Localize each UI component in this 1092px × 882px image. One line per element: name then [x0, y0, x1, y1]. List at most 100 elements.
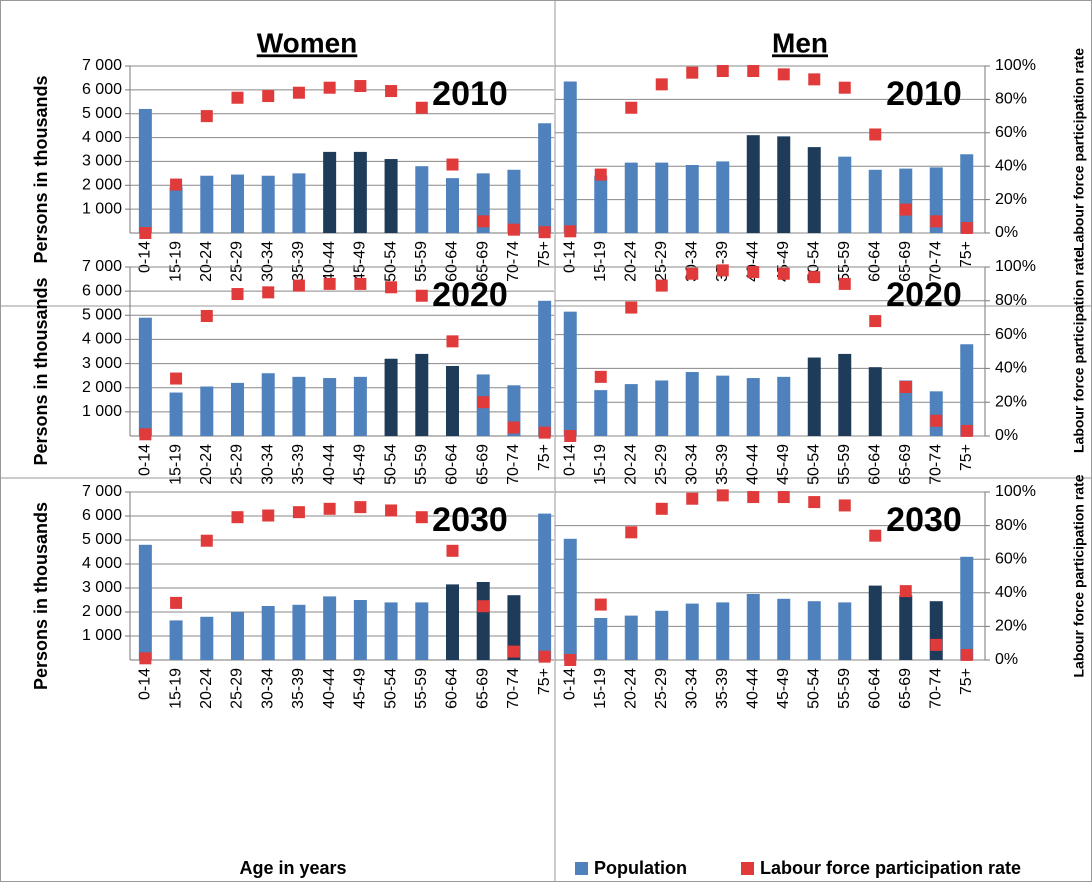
- x-tick-label: 20-24: [622, 241, 639, 282]
- y2-tick-label: 80%: [995, 292, 1027, 309]
- x-tick-label: 25-29: [229, 444, 246, 485]
- y-tick-label: 1 000: [82, 627, 122, 644]
- rate-marker: [899, 380, 912, 393]
- rate-marker: [538, 226, 551, 239]
- x-tick-label: 30-34: [259, 668, 276, 709]
- bar: [685, 603, 699, 660]
- bar: [960, 344, 974, 436]
- bar: [960, 556, 974, 660]
- bar: [538, 513, 552, 660]
- bar: [624, 384, 638, 436]
- x-axis-label: Age in years: [239, 858, 346, 878]
- rate-marker: [538, 426, 551, 439]
- bar: [169, 392, 183, 436]
- rate-marker: [686, 492, 699, 505]
- y2-tick-label: 80%: [995, 91, 1027, 108]
- x-tick-label: 50-54: [805, 668, 822, 709]
- rate-marker: [838, 277, 851, 290]
- panel-title: Women: [257, 27, 358, 58]
- bar: [231, 382, 244, 436]
- rate-marker: [960, 648, 973, 661]
- y-axis-label: Persons in thousands: [31, 277, 51, 465]
- bar: [838, 353, 852, 436]
- x-tick-label: 75+: [958, 444, 975, 471]
- x-tick-label: 60-64: [866, 668, 883, 709]
- y-tick-label: 7 000: [82, 258, 122, 275]
- rate-marker: [960, 221, 973, 234]
- rate-marker: [747, 266, 760, 279]
- rate-marker: [507, 421, 520, 434]
- x-tick-label: 65-69: [897, 241, 914, 282]
- rate-marker: [716, 264, 729, 277]
- bar: [507, 169, 521, 233]
- x-tick-label: 50-54: [382, 241, 399, 282]
- x-tick-label: 20-24: [198, 668, 215, 709]
- bar: [868, 367, 882, 436]
- y2-tick-label: 20%: [995, 191, 1027, 208]
- rate-marker: [170, 372, 183, 385]
- y2-axis-label: Labour force participation rate: [1071, 474, 1087, 677]
- rate-marker: [446, 544, 459, 557]
- bar: [655, 162, 669, 233]
- y2-tick-label: 100%: [995, 258, 1036, 275]
- bar: [292, 604, 306, 660]
- rate-marker: [385, 281, 398, 294]
- x-tick-label: 60-64: [444, 444, 461, 485]
- x-tick-label: 40-44: [321, 668, 338, 709]
- x-tick-label: 0-14: [561, 241, 578, 273]
- rate-marker: [507, 223, 520, 236]
- x-tick-label: 75+: [536, 241, 553, 268]
- x-tick-label: 15-19: [167, 668, 184, 709]
- bar: [200, 175, 214, 233]
- rate-marker: [385, 504, 398, 517]
- x-tick-label: 60-64: [866, 444, 883, 485]
- bar: [446, 178, 459, 233]
- x-tick-label: 20-24: [622, 444, 639, 485]
- rate-marker: [716, 489, 729, 502]
- y-tick-label: 2 000: [82, 379, 122, 396]
- bar: [384, 358, 398, 436]
- x-tick-label: 20-24: [198, 241, 215, 282]
- bar: [838, 156, 852, 233]
- rate-marker: [869, 529, 882, 542]
- x-tick-label: 40-44: [321, 444, 338, 485]
- legend-label: Population: [594, 858, 687, 878]
- x-tick-label: 75+: [958, 241, 975, 268]
- y2-axis-label: Labour force participation rate: [1071, 48, 1087, 251]
- rate-marker: [200, 534, 213, 547]
- bar: [323, 151, 337, 233]
- bar: [899, 168, 913, 233]
- x-tick-label: 45-49: [352, 444, 369, 485]
- rate-marker: [385, 85, 398, 98]
- rate-marker: [899, 585, 912, 598]
- bar: [384, 159, 398, 233]
- y-axis-label: Persons in thousands: [31, 75, 51, 263]
- y2-axis-label: Labour force participation rate: [1071, 250, 1087, 453]
- x-tick-label: 30-34: [259, 444, 276, 485]
- x-tick-label: 60-64: [444, 668, 461, 709]
- y2-tick-label: 100%: [995, 483, 1036, 500]
- year-label: 2020: [432, 276, 508, 314]
- y-tick-label: 6 000: [82, 507, 122, 524]
- bar: [563, 81, 577, 233]
- bar: [353, 151, 367, 233]
- bar: [200, 616, 214, 660]
- bar: [594, 175, 608, 233]
- x-tick-label: 20-24: [198, 444, 215, 485]
- rate-marker: [446, 335, 459, 348]
- rate-marker: [231, 511, 244, 524]
- bar: [563, 311, 577, 436]
- y-tick-label: 1 000: [82, 200, 122, 217]
- rate-marker: [477, 600, 490, 613]
- bar: [899, 380, 913, 436]
- x-tick-label: 0-14: [137, 241, 154, 273]
- rate-marker: [930, 414, 943, 427]
- y-tick-label: 3 000: [82, 153, 122, 170]
- bar: [746, 594, 760, 660]
- x-tick-label: 40-44: [321, 241, 338, 282]
- x-tick-label: 70-74: [505, 668, 522, 709]
- rate-marker: [200, 110, 213, 123]
- rate-marker: [354, 80, 367, 93]
- x-tick-label: 75+: [536, 444, 553, 471]
- y-tick-label: 2 000: [82, 603, 122, 620]
